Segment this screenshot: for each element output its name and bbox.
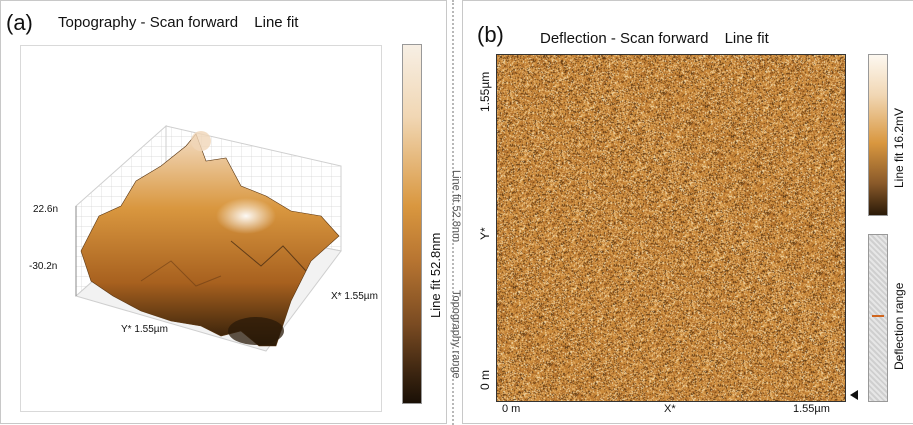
deflection-title: Deflection - Scan forward Line fit bbox=[540, 30, 769, 47]
deflection-colorbar[interactable] bbox=[868, 54, 888, 216]
deflection-fit-text: Line fit bbox=[724, 30, 769, 47]
deflection-colorbar-label: Line fit 16.2mV bbox=[892, 107, 906, 188]
terrain-valley bbox=[140, 260, 222, 287]
deflection-range-bar[interactable] bbox=[868, 234, 888, 402]
topography-3d-surface bbox=[74, 124, 342, 352]
topography-colorbar[interactable] bbox=[402, 44, 422, 404]
topography-panel: (a) Topography - Scan forward Line fit bbox=[0, 0, 450, 425]
topography-frame bbox=[0, 0, 447, 424]
deflection-image[interactable] bbox=[496, 54, 846, 402]
topography-title-text: Topography - Scan forward bbox=[58, 14, 239, 31]
topography-colorbar-label: Line fit 52.8nm bbox=[428, 232, 443, 318]
y-top-label: 1.55µm bbox=[478, 71, 492, 112]
topography-title: Topography - Scan forward Line fit bbox=[58, 14, 298, 31]
x-mid-label: X* bbox=[664, 403, 676, 415]
y-bottom-label: 0 m bbox=[478, 369, 492, 390]
x-left-label: 0 m bbox=[502, 403, 521, 415]
deflection-noise-map bbox=[497, 55, 845, 401]
terrain-ridge bbox=[230, 240, 307, 272]
partial-range-label: Topography range bbox=[450, 290, 462, 379]
panel-divider bbox=[452, 0, 462, 425]
z-high-label: 22.6n bbox=[33, 204, 59, 215]
deflection-title-text: Deflection - Scan forward bbox=[540, 30, 709, 47]
terrain-peak-highlight bbox=[216, 198, 276, 234]
terrain-surface bbox=[80, 133, 340, 347]
z-low-label: -30.2n bbox=[29, 261, 58, 272]
terrain-dark-pit bbox=[228, 317, 284, 345]
y-mid-label: Y* bbox=[478, 227, 492, 240]
terrain-peak bbox=[191, 131, 211, 151]
cursor-marker-icon[interactable] bbox=[850, 390, 858, 400]
y-axis-label: Y* 1.55µm bbox=[121, 324, 168, 335]
range-marker[interactable] bbox=[872, 315, 884, 317]
deflection-frame bbox=[462, 0, 913, 424]
x-right-label: 1.55µm bbox=[793, 403, 830, 415]
panel-a-letter: (a) bbox=[6, 10, 33, 35]
topography-fit-text: Line fit bbox=[254, 14, 299, 31]
x-axis-label: X* 1.55µm bbox=[331, 291, 378, 302]
deflection-panel: (b) Deflection - Scan forward Line fit L… bbox=[450, 0, 913, 425]
topography-3d-view[interactable]: 22.6n -30.2n X* 1.55µm Y* 1.55µm bbox=[20, 45, 382, 412]
panel-b-letter: (b) bbox=[477, 22, 504, 47]
deflection-range-label: Deflection range bbox=[892, 282, 906, 370]
partial-fit-label: Line fit 52.8nm bbox=[450, 170, 462, 243]
